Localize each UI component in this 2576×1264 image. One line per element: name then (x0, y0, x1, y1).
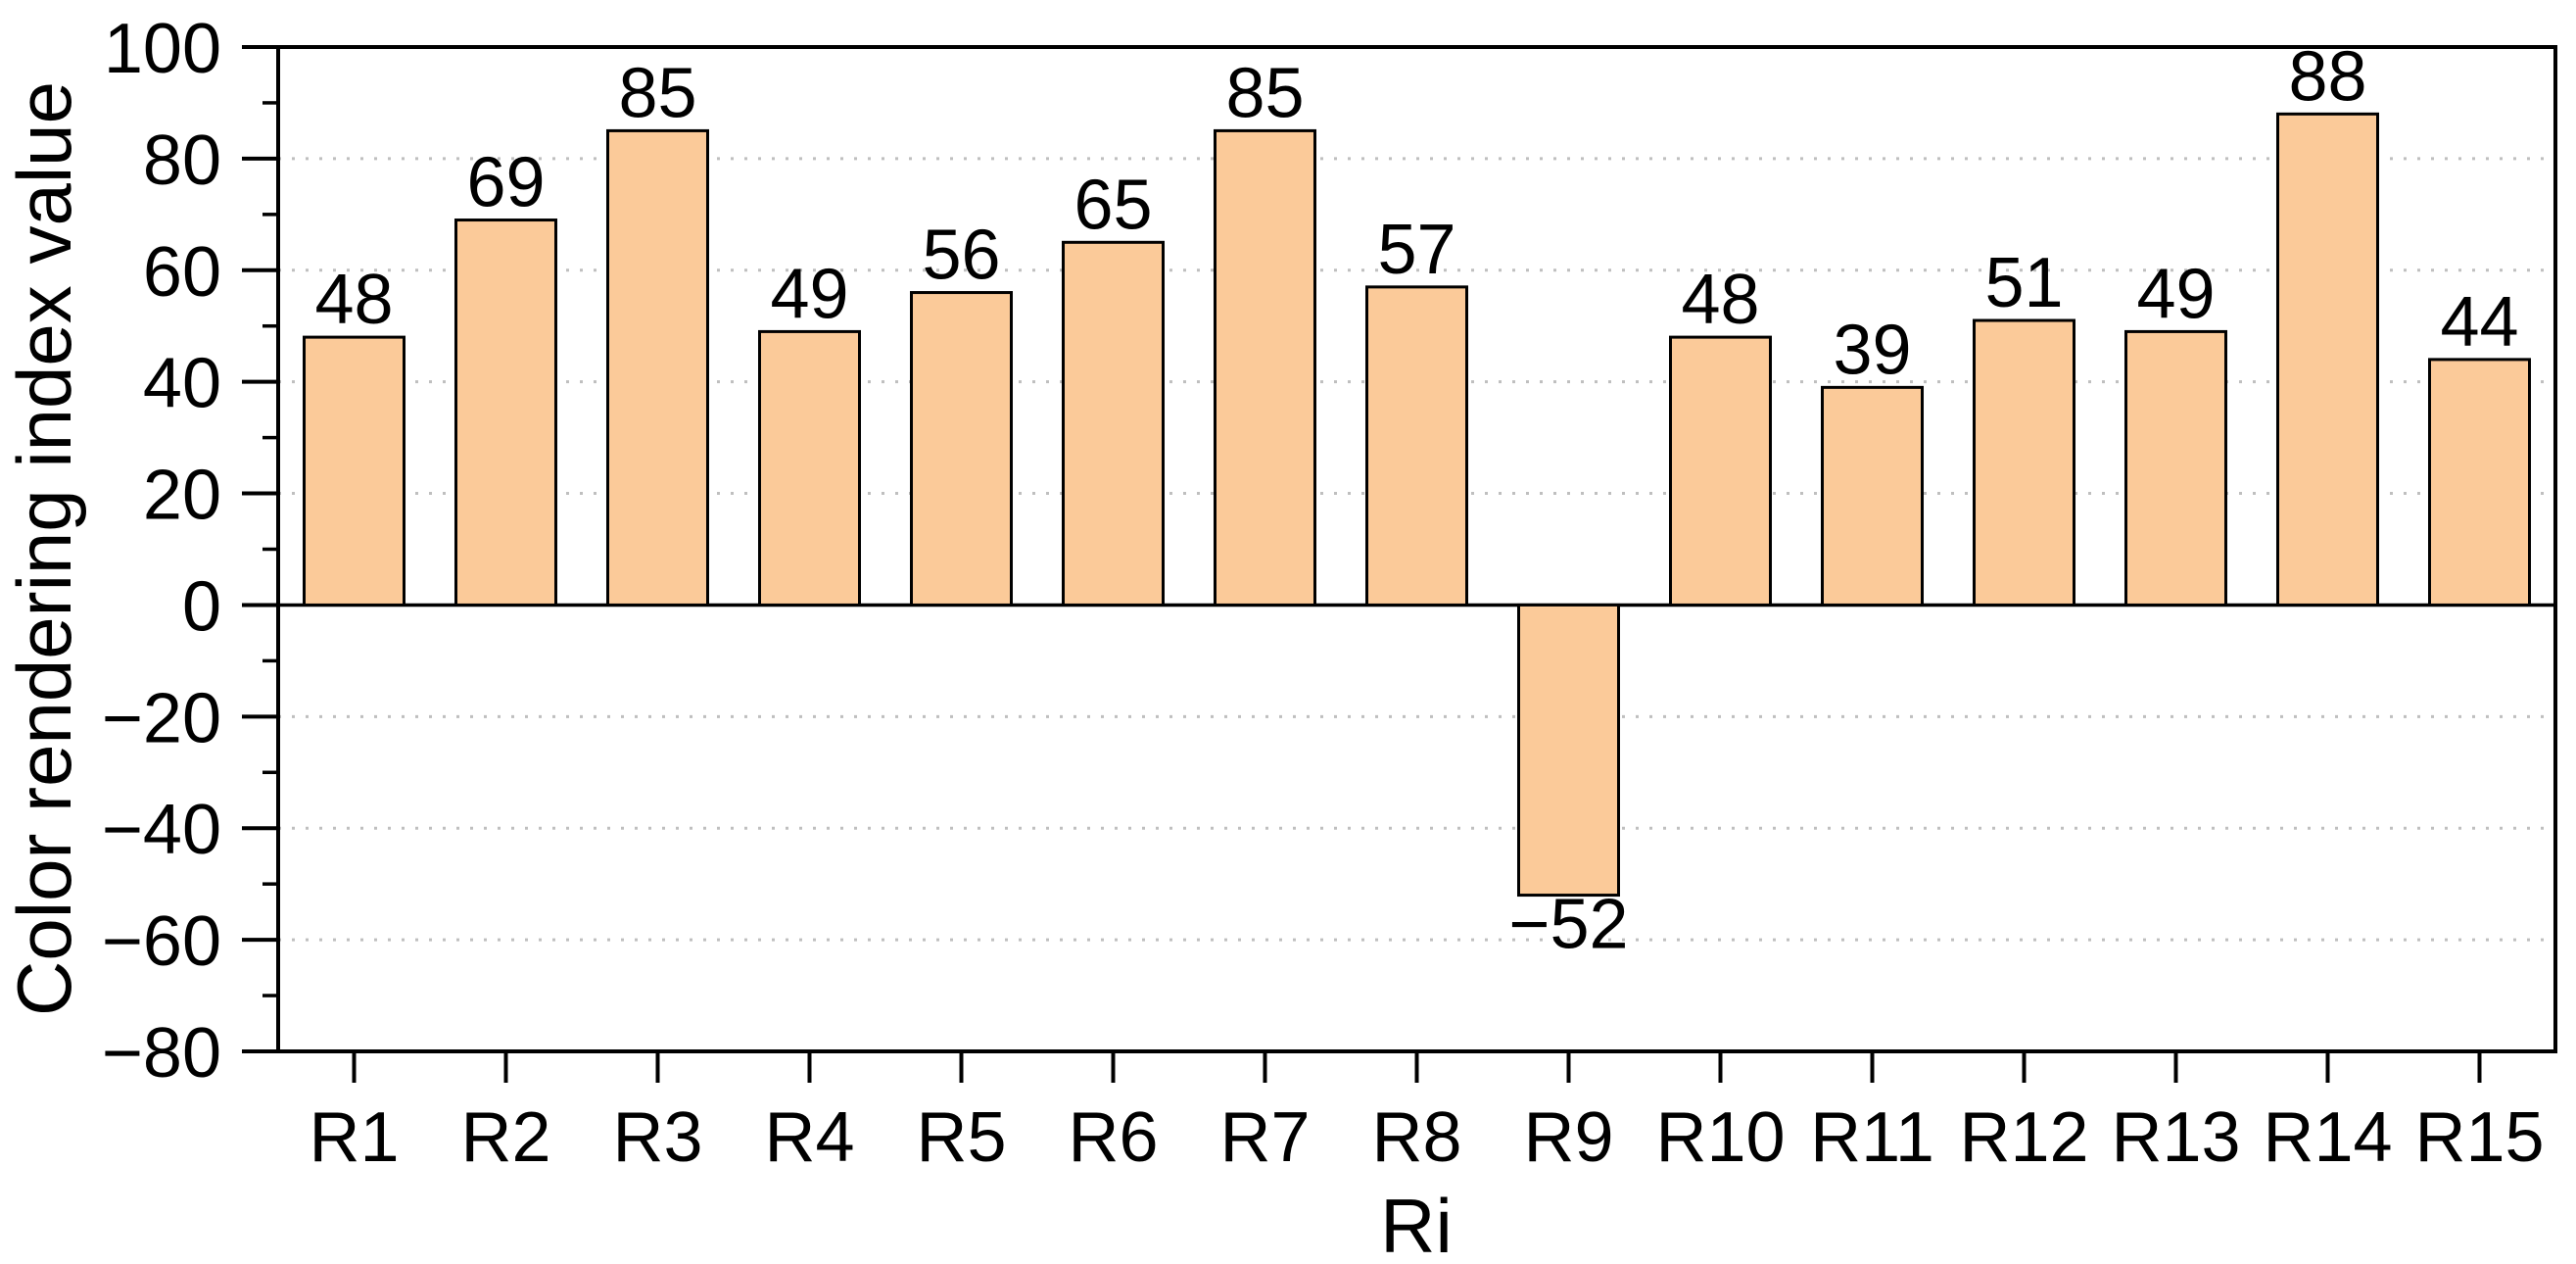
bar-value-label-R11: 39 (1833, 311, 1911, 389)
x-category-label-R14: R14 (2263, 1098, 2392, 1177)
x-category-label-R12: R12 (1959, 1098, 2088, 1177)
x-category-label-R4: R4 (764, 1098, 854, 1177)
y-tick-label: 80 (143, 122, 221, 200)
bar-value-label-R6: 65 (1073, 166, 1152, 244)
bar-value-label-R10: 48 (1681, 261, 1759, 339)
x-category-label-R13: R13 (2111, 1098, 2240, 1177)
axis-ticks (242, 45, 2482, 1083)
bar-value-label-R12: 51 (1984, 244, 2063, 322)
x-category-label-R9: R9 (1523, 1098, 1613, 1177)
bar-R8 (1365, 285, 1468, 607)
x-category-label-R3: R3 (612, 1098, 702, 1177)
bar-R2 (454, 219, 557, 607)
y-tick-label: 60 (143, 233, 221, 312)
y-tick-label: 0 (182, 567, 221, 646)
bar-R7 (1214, 128, 1316, 607)
bar-R9 (1517, 603, 1620, 898)
bar-value-label-R2: 69 (466, 144, 545, 222)
y-axis-title: Color rendering index value (1, 81, 87, 1016)
x-category-label-R15: R15 (2414, 1098, 2544, 1177)
y-tick-label: −80 (102, 1014, 221, 1093)
bar-value-label-R13: 49 (2136, 255, 2215, 333)
bars (303, 112, 2531, 898)
y-tick-label: 100 (104, 10, 221, 88)
x-category-label-R6: R6 (1068, 1098, 1158, 1177)
bar-R4 (758, 329, 861, 607)
x-axis-title: Ri (1380, 1183, 1453, 1264)
y-tick-label: 40 (143, 345, 221, 423)
bar-R3 (606, 128, 709, 607)
bar-value-label-R3: 85 (618, 54, 696, 132)
bar-R12 (1973, 318, 2075, 607)
y-tick-label: −60 (102, 902, 221, 981)
bar-R15 (2428, 358, 2531, 607)
bar-value-label-R7: 85 (1225, 54, 1304, 132)
bar-R5 (910, 291, 1013, 607)
bar-R6 (1062, 240, 1165, 607)
bar-value-label-R4: 49 (770, 255, 848, 333)
bar-value-label-R1: 48 (314, 261, 393, 339)
x-category-label-R1: R1 (309, 1098, 399, 1177)
x-category-label-R10: R10 (1655, 1098, 1785, 1177)
y-tick-label: −40 (102, 791, 221, 869)
axis-labels: 48 69 85 49 56 65 85 57 −52 48 39 51 49 88 44 100 80 60 40… (102, 10, 2545, 1177)
bar-R10 (1669, 335, 1772, 607)
bar-value-label-R9: −52 (1508, 886, 1628, 964)
bar-R14 (2276, 112, 2379, 607)
x-category-label-R2: R2 (460, 1098, 550, 1177)
y-tick-label: −20 (102, 679, 221, 757)
bar-R11 (1821, 385, 1924, 607)
y-tick-label: 20 (143, 457, 221, 535)
x-category-label-R8: R8 (1371, 1098, 1461, 1177)
bar-R1 (303, 335, 405, 607)
x-category-label-R7: R7 (1219, 1098, 1310, 1177)
x-category-label-R11: R11 (1810, 1098, 1934, 1177)
bar-value-label-R15: 44 (2440, 283, 2518, 362)
x-category-label-R5: R5 (916, 1098, 1006, 1177)
bar-R13 (2124, 329, 2227, 607)
bar-value-label-R5: 56 (922, 217, 1000, 295)
bar-value-label-R8: 57 (1377, 211, 1455, 289)
bar-value-label-R14: 88 (2288, 37, 2366, 116)
